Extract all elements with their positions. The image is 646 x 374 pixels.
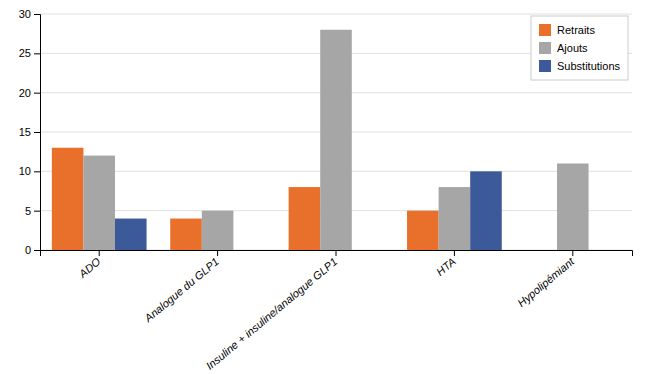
tick-mark: [34, 211, 40, 212]
tick: Analogue du GLP1: [141, 250, 221, 325]
tick-mark: [99, 250, 100, 256]
tick: Insuline + insuline/analogue GLP1: [204, 250, 340, 372]
tick: HTA: [434, 250, 458, 278]
tick-label: 20: [19, 87, 31, 99]
legend-label: Ajouts: [557, 42, 588, 54]
x-axis: ADO Analogue du GLP1Insuline + insuline/a…: [41, 250, 633, 372]
tick: ADO: [76, 250, 103, 280]
tick-label: 5: [25, 205, 31, 217]
plot-area: [52, 30, 589, 250]
bar: [202, 211, 234, 250]
legend-item: Substitutions: [539, 60, 620, 72]
tick-mark: [572, 250, 573, 256]
tick-label: 30: [19, 8, 31, 20]
tick-mark: [34, 14, 40, 15]
bar-series: [52, 148, 439, 250]
tick-label: Insuline + insuline/analogue GLP1: [204, 255, 340, 372]
tick-mark: [336, 250, 337, 256]
tick: 0: [25, 244, 40, 256]
tick-label: 15: [19, 126, 31, 138]
axis-line: [34, 15, 41, 251]
tick-label: ADO: [76, 255, 103, 280]
grid: [40, 14, 632, 250]
legend-item: Ajouts: [539, 42, 588, 54]
tick: 5: [25, 205, 40, 217]
bar: [407, 211, 439, 250]
bar: [557, 163, 589, 250]
tick-mark: [34, 53, 40, 54]
bar: [52, 148, 84, 250]
legend-item: Retraits: [539, 24, 595, 36]
tick-label: HTA: [434, 255, 458, 278]
tick: Hypolipémiant: [515, 250, 577, 309]
tick-mark: [34, 171, 40, 172]
chart: 0 5 10 15 20 25 30 ADO Analogue du GLP1Insuline …: [0, 0, 646, 374]
bar: [83, 156, 115, 250]
bar: [233, 250, 265, 251]
bar: [589, 250, 621, 251]
legend-swatch: [539, 42, 551, 54]
bar-series: [83, 30, 588, 250]
tick-mark: [34, 93, 40, 94]
grid-line: [40, 14, 632, 15]
legend-label: Retraits: [557, 24, 595, 36]
tick-mark: [34, 132, 40, 133]
tick-label: Analogue du GLP1: [141, 255, 221, 325]
tick: 25: [19, 47, 40, 59]
tick: 15: [19, 126, 40, 138]
tick-label: 10: [19, 165, 31, 177]
tick-mark: [34, 250, 40, 251]
tick-mark: [217, 250, 218, 256]
tick: 30: [19, 8, 40, 20]
legend-frame: [531, 16, 628, 80]
legend-swatch: [539, 24, 551, 36]
bar: [525, 250, 557, 251]
legend-label: Substitutions: [557, 60, 620, 72]
y-axis: 0 5 10 15 20 25 30: [19, 8, 41, 256]
tick-label: 25: [19, 47, 31, 59]
bar: [289, 187, 321, 250]
bar: [170, 219, 202, 250]
legend: Retraits Ajouts Substitutions: [531, 16, 628, 80]
bar: [439, 187, 471, 250]
bar: [352, 250, 384, 251]
axis-line: [41, 251, 633, 257]
tick: 10: [19, 165, 40, 177]
bar: [470, 171, 502, 250]
tick: 20: [19, 87, 40, 99]
bar-series: [115, 171, 502, 250]
tick-mark: [454, 250, 455, 256]
bar: [320, 30, 352, 250]
tick-label: Hypolipémiant: [515, 255, 577, 310]
legend-swatch: [539, 60, 551, 72]
tick-label: 0: [25, 244, 31, 256]
bar: [115, 219, 147, 250]
